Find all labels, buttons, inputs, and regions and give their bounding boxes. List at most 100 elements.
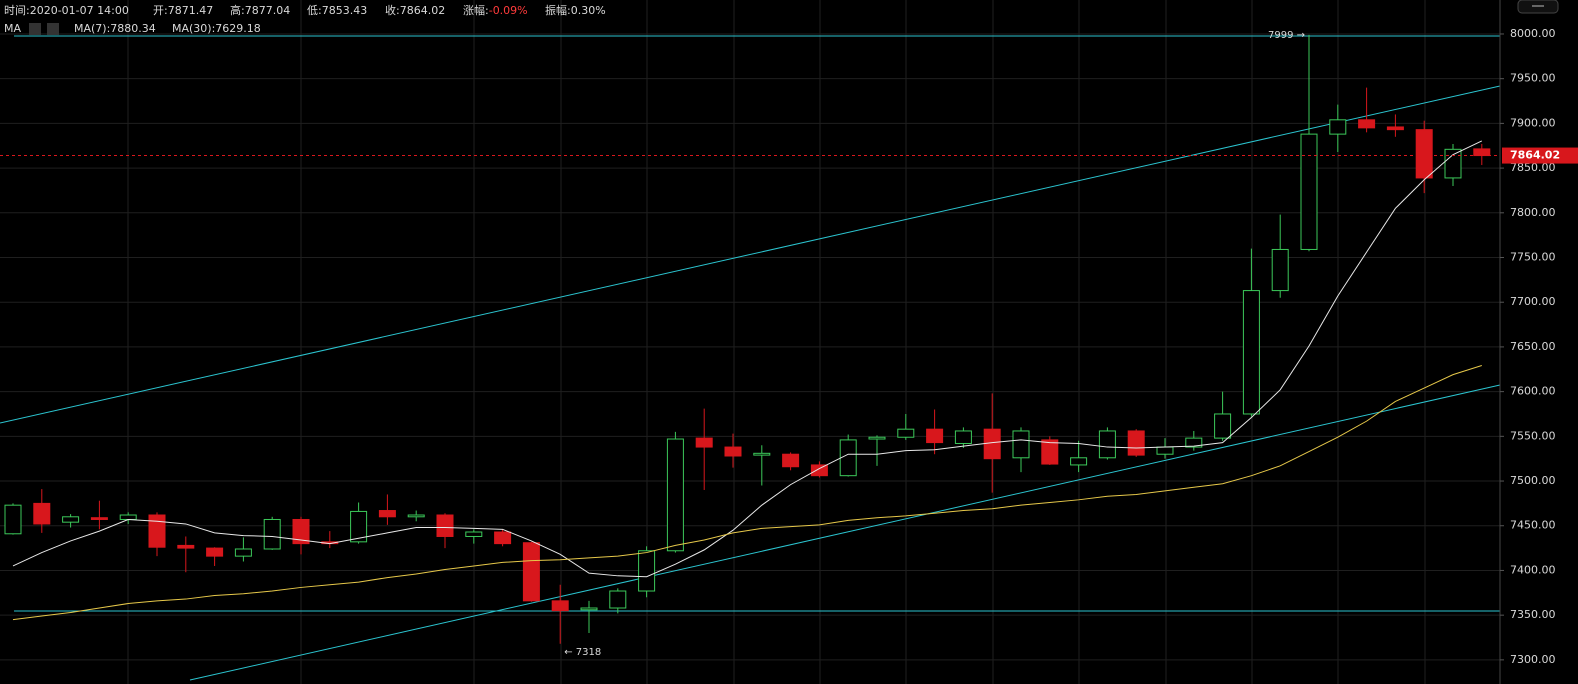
candle-body xyxy=(551,600,569,612)
close-icon[interactable] xyxy=(47,23,59,35)
candle-body xyxy=(62,516,80,523)
candle-body xyxy=(638,550,656,592)
header-label: 时间: xyxy=(4,4,30,17)
y-tick-label: 7350.00 xyxy=(1510,608,1556,621)
header-label: 振幅: xyxy=(545,3,571,17)
candle-body xyxy=(465,531,483,537)
header-value: 7877.04 xyxy=(245,4,291,17)
y-tick-label: 7750.00 xyxy=(1510,251,1556,264)
trend-lines xyxy=(0,35,1501,681)
header: 时间:2020-01-07 14:00 开:7871.47 高:7877.04 低:7… xyxy=(4,3,606,17)
candle-body xyxy=(926,428,944,444)
candle-body xyxy=(1444,148,1462,179)
candle-body xyxy=(1070,457,1088,466)
vertical-grid xyxy=(127,0,1426,684)
header-label: 低: xyxy=(307,4,322,17)
y-tick-label: 7800.00 xyxy=(1510,206,1556,219)
y-tick-label: 7650.00 xyxy=(1510,340,1556,353)
legend-entry: MA(30):7629.18 xyxy=(172,22,261,35)
candle-body xyxy=(1012,430,1030,459)
candle-body xyxy=(33,502,51,525)
header-item: 时间:2020-01-07 14:00 xyxy=(4,4,129,17)
header-item: 收:7864.02 xyxy=(385,3,445,17)
candle-body xyxy=(350,510,368,543)
candle-body xyxy=(1415,129,1433,179)
candle-body xyxy=(263,518,281,550)
candle-body xyxy=(1329,119,1347,135)
header-item: 低:7853.43 xyxy=(307,4,367,17)
last-price-box xyxy=(1502,147,1578,164)
candle-body xyxy=(1041,439,1059,465)
legend-title: MA xyxy=(4,22,21,35)
candles xyxy=(4,34,1491,644)
candle-body xyxy=(753,452,771,456)
candle-body xyxy=(1271,248,1289,292)
candle-body xyxy=(1358,119,1376,129)
y-tick-label: 7450.00 xyxy=(1510,519,1556,532)
header-value: 2020-01-07 14:00 xyxy=(30,4,129,17)
settings-icon[interactable] xyxy=(29,23,41,35)
candle-body xyxy=(810,464,828,477)
header-item: 振幅:0.30% xyxy=(545,3,606,17)
header-item: 高:7877.04 xyxy=(230,3,290,17)
candle-body xyxy=(148,514,166,548)
candle-body xyxy=(1098,430,1116,459)
y-tick-label: 7300.00 xyxy=(1510,653,1556,666)
y-tick-label: 7950.00 xyxy=(1510,72,1556,85)
header-item: 涨幅:-0.09% xyxy=(463,4,528,17)
candle-body xyxy=(4,504,22,535)
candle-body xyxy=(292,518,310,545)
candle-body xyxy=(522,542,540,602)
candle-body xyxy=(897,428,915,438)
candle-body xyxy=(90,517,108,520)
last-price-label: 7864.02 xyxy=(1510,149,1560,162)
candle-body xyxy=(868,436,886,440)
candle-body xyxy=(119,514,137,520)
candle-body xyxy=(234,548,252,557)
y-axis: 7300.00 7350.00 7400.00 7450.00 7500.00 7550.… xyxy=(1499,0,1578,684)
candle-body xyxy=(609,590,627,609)
y-tick-label: 7900.00 xyxy=(1510,116,1556,129)
candle-body xyxy=(378,510,396,518)
candle-body xyxy=(407,514,425,518)
ma-line xyxy=(12,365,1482,621)
header-value: 7871.47 xyxy=(168,4,214,17)
legend: MA MA(7):7880.34 MA(30):7629.18 xyxy=(4,22,261,35)
ma-line xyxy=(12,140,1483,578)
low-annotation: ← 7318 xyxy=(564,647,601,658)
header-item: 开:7871.47 xyxy=(153,4,213,17)
y-tick-label: 7550.00 xyxy=(1510,429,1556,442)
header-value: -0.09% xyxy=(489,4,528,17)
legend-entry: MA(7):7880.34 xyxy=(74,22,156,35)
header-label: 开: xyxy=(153,4,168,17)
grid xyxy=(0,33,1500,661)
candle-body xyxy=(954,430,972,444)
candle-body xyxy=(1300,133,1318,250)
candle-body xyxy=(1127,430,1145,456)
candle-body xyxy=(436,514,454,537)
trend-line xyxy=(189,384,1501,681)
candle-body xyxy=(1185,437,1203,448)
candle-body xyxy=(1386,126,1404,131)
candle-body xyxy=(1473,148,1491,157)
y-tick-label: 7700.00 xyxy=(1510,295,1556,308)
candle-body xyxy=(695,437,713,448)
candle-body xyxy=(1242,290,1260,415)
ma-lines: 7999 → ← 7318 xyxy=(0,30,1500,658)
candle-body xyxy=(782,453,800,468)
candle-body xyxy=(839,439,857,477)
header-label: 涨幅: xyxy=(463,4,489,17)
y-tick-label: 7500.00 xyxy=(1510,474,1556,487)
header-value: 7853.43 xyxy=(322,4,368,17)
header-label: 高: xyxy=(230,3,245,17)
y-tick-label: 8000.00 xyxy=(1510,27,1556,40)
y-tick-label: 7600.00 xyxy=(1510,385,1556,398)
candle-body xyxy=(206,547,224,557)
candle-body xyxy=(177,544,195,549)
candle-body xyxy=(983,428,1001,460)
trend-line xyxy=(0,85,1501,424)
y-tick-label: 7400.00 xyxy=(1510,563,1556,576)
y-tick-label: 7850.00 xyxy=(1510,161,1556,174)
